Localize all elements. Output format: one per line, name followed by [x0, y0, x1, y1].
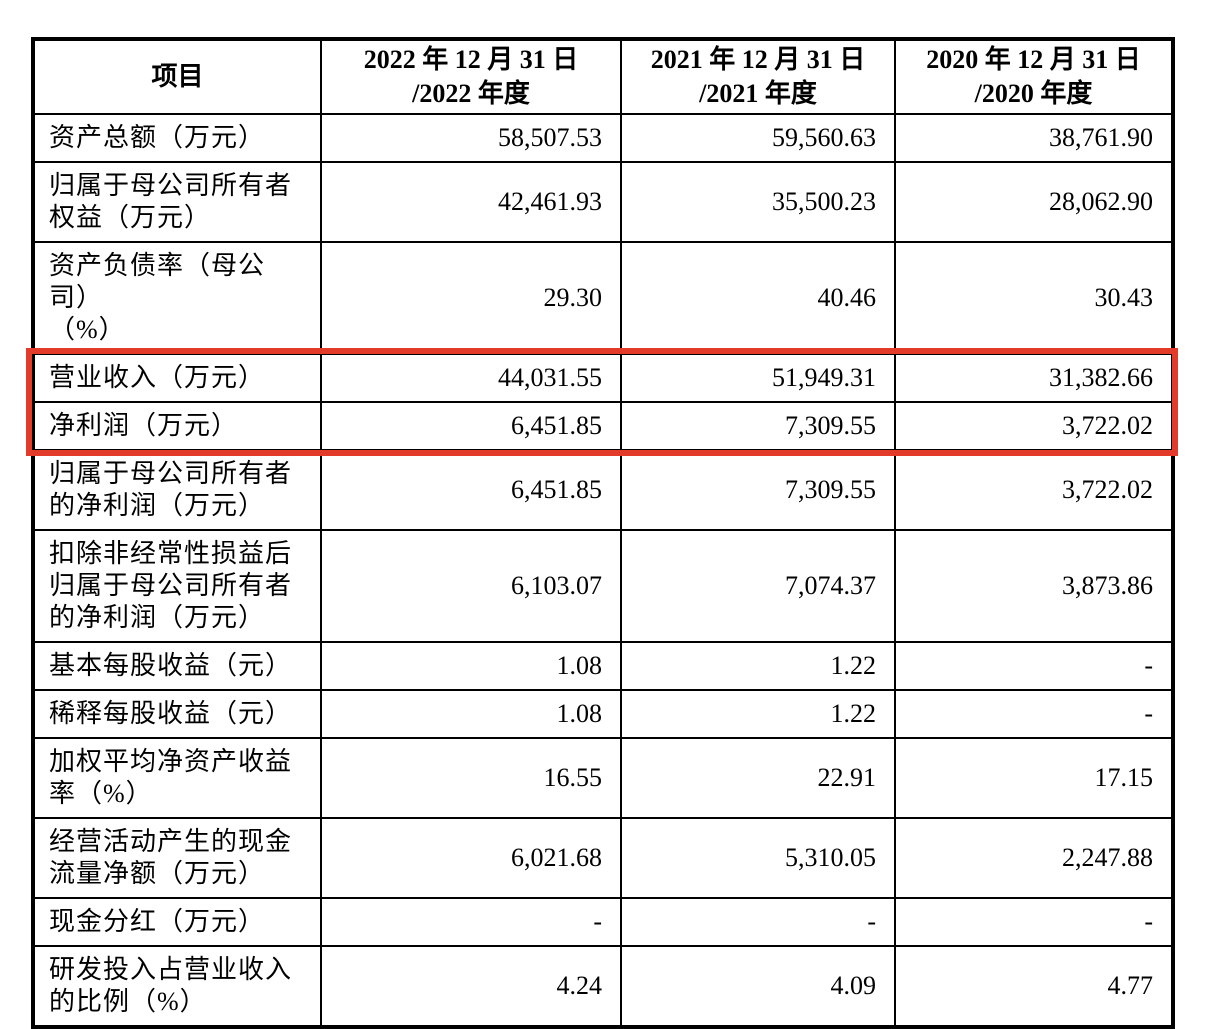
header-row: 项目 2022 年 12 月 31 日 /2022 年度 2021 年 12 月…	[32, 38, 1174, 115]
row-label: 加权平均净资产收益 率（%）	[32, 737, 322, 819]
row-label: 营业收入（万元）	[32, 353, 322, 403]
row-value: 5,310.05	[620, 817, 896, 899]
row-label: 研发投入占营业收入 的比例（%）	[32, 945, 322, 1028]
row-label: 扣除非经常性损益后 归属于母公司所有者 的净利润（万元）	[32, 529, 322, 643]
row-value: 7,309.55	[620, 449, 896, 531]
header-period-2022: 2022 年 12 月 31 日 /2022 年度	[320, 38, 622, 115]
row-value: 3,873.86	[894, 529, 1174, 643]
row-value: 3,722.02	[894, 449, 1174, 531]
row-value: 51,949.31	[620, 353, 896, 403]
row-value: -	[894, 689, 1174, 739]
row-value: 22.91	[620, 737, 896, 819]
row-value: 28,062.90	[894, 161, 1174, 243]
row-value: 6,451.85	[320, 449, 622, 531]
row-value: 44,031.55	[320, 353, 622, 403]
table-row: 扣除非经常性损益后 归属于母公司所有者 的净利润（万元） 6,103.07 7,07…	[32, 529, 1174, 643]
row-value: 35,500.23	[620, 161, 896, 243]
row-label: 资产总额（万元）	[32, 113, 322, 163]
financial-summary-table: 项目 2022 年 12 月 31 日 /2022 年度 2021 年 12 月…	[31, 37, 1175, 1029]
table-row: 资产负债率（母公司） （%） 29.30 40.46 30.43	[32, 241, 1174, 355]
row-value: 40.46	[620, 241, 896, 355]
row-value: 2,247.88	[894, 817, 1174, 899]
header-period-2020: 2020 年 12 月 31 日 /2020 年度	[894, 38, 1174, 115]
row-value: 38,761.90	[894, 113, 1174, 163]
table-row: 归属于母公司所有者 权益（万元） 42,461.93 35,500.23 28,062…	[32, 161, 1174, 243]
table-row: 研发投入占营业收入 的比例（%） 4.24 4.09 4.77	[32, 945, 1174, 1028]
row-value: -	[894, 897, 1174, 947]
table-header: 项目 2022 年 12 月 31 日 /2022 年度 2021 年 12 月…	[32, 38, 1174, 115]
financial-summary-table-wrap: 项目 2022 年 12 月 31 日 /2022 年度 2021 年 12 月…	[31, 37, 1175, 1029]
row-value: 30.43	[894, 241, 1174, 355]
table-row: 稀释每股收益（元） 1.08 1.22-	[32, 689, 1174, 739]
row-value: 17.15	[894, 737, 1174, 819]
row-label: 资产负债率（母公司） （%）	[32, 241, 322, 355]
table-row: 经营活动产生的现金 流量净额（万元） 6,021.68 5,310.05 2,247.…	[32, 817, 1174, 899]
table-row: 资产总额（万元） 58,507.53 59,560.63 38,761.90	[32, 113, 1174, 163]
row-label: 经营活动产生的现金 流量净额（万元）	[32, 817, 322, 899]
row-value: -	[320, 897, 622, 947]
header-item-label: 项目	[32, 38, 322, 115]
row-label: 稀释每股收益（元）	[32, 689, 322, 739]
row-label: 归属于母公司所有者 的净利润（万元）	[32, 449, 322, 531]
row-label: 现金分红（万元）	[32, 897, 322, 947]
row-label: 基本每股收益（元）	[32, 641, 322, 691]
row-value: 1.08	[320, 641, 622, 691]
row-value: 7,074.37	[620, 529, 896, 643]
row-label: 归属于母公司所有者 权益（万元）	[32, 161, 322, 243]
row-label: 净利润（万元）	[32, 401, 322, 451]
row-value: 6,103.07	[320, 529, 622, 643]
row-value: -	[894, 641, 1174, 691]
row-value: 42,461.93	[320, 161, 622, 243]
row-value: 3,722.02	[894, 401, 1174, 451]
table-row: 归属于母公司所有者 的净利润（万元） 6,451.85 7,309.55 3,722.…	[32, 449, 1174, 531]
row-value: 4.09	[620, 945, 896, 1028]
row-value: 4.24	[320, 945, 622, 1028]
header-period-2021: 2021 年 12 月 31 日 /2021 年度	[620, 38, 896, 115]
table-row: 营业收入（万元） 44,031.55 51,949.31 31,382.66	[32, 353, 1174, 403]
row-value: 1.22	[620, 689, 896, 739]
row-value: 31,382.66	[894, 353, 1174, 403]
row-value: 1.08	[320, 689, 622, 739]
row-value: 4.77	[894, 945, 1174, 1028]
row-value: 29.30	[320, 241, 622, 355]
row-value: 6,021.68	[320, 817, 622, 899]
table-row: 净利润（万元） 6,451.85 7,309.55 3,722.02	[32, 401, 1174, 451]
row-value: 59,560.63	[620, 113, 896, 163]
table-row: 基本每股收益（元） 1.08 1.22-	[32, 641, 1174, 691]
row-value: 6,451.85	[320, 401, 622, 451]
row-value: 1.22	[620, 641, 896, 691]
table-row: 现金分红（万元） - - -	[32, 897, 1174, 947]
row-value: 16.55	[320, 737, 622, 819]
row-value: 7,309.55	[620, 401, 896, 451]
row-value: -	[620, 897, 896, 947]
table-row: 加权平均净资产收益 率（%） 16.55 22.91 17.15	[32, 737, 1174, 819]
row-value: 58,507.53	[320, 113, 622, 163]
table-body: 资产总额（万元） 58,507.53 59,560.63 38,761.90 归属于母公…	[32, 113, 1174, 1028]
